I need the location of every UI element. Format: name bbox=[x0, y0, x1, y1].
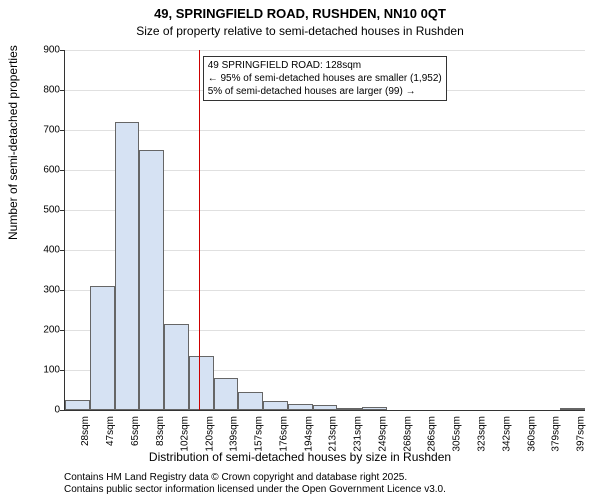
histogram-bar bbox=[238, 392, 263, 410]
histogram-bar bbox=[214, 378, 239, 410]
y-tick-label: 800 bbox=[43, 85, 60, 96]
x-tick-label: 305sqm bbox=[452, 416, 463, 452]
x-tick-label: 397sqm bbox=[576, 416, 587, 452]
y-tick-mark bbox=[60, 330, 64, 331]
y-tick-label: 400 bbox=[43, 245, 60, 256]
y-tick-label: 700 bbox=[43, 125, 60, 136]
chart-title: 49, SPRINGFIELD ROAD, RUSHDEN, NN10 0QT bbox=[0, 6, 600, 21]
gridline-h bbox=[65, 130, 585, 131]
y-axis-label: Number of semi-detached properties bbox=[6, 45, 20, 240]
attribution-text: Contains HM Land Registry data © Crown c… bbox=[64, 472, 446, 496]
x-tick-label: 176sqm bbox=[278, 416, 289, 452]
x-tick-label: 342sqm bbox=[501, 416, 512, 452]
chart-container: 49, SPRINGFIELD ROAD, RUSHDEN, NN10 0QT … bbox=[0, 0, 600, 500]
histogram-bar bbox=[288, 404, 313, 410]
histogram-bar bbox=[337, 408, 362, 410]
histogram-bar bbox=[90, 286, 115, 410]
x-tick-label: 360sqm bbox=[526, 416, 537, 452]
plot-area: 49 SPRINGFIELD ROAD: 128sqm← 95% of semi… bbox=[64, 50, 585, 411]
histogram-bar bbox=[139, 150, 164, 410]
x-tick-label: 139sqm bbox=[229, 416, 240, 452]
x-tick-label: 47sqm bbox=[105, 416, 116, 446]
x-tick-label: 102sqm bbox=[179, 416, 190, 452]
histogram-bar bbox=[189, 356, 214, 410]
y-tick-label: 200 bbox=[43, 325, 60, 336]
y-tick-label: 600 bbox=[43, 165, 60, 176]
histogram-bar bbox=[362, 407, 387, 410]
annotation-line3: 5% of semi-detached houses are larger (9… bbox=[208, 85, 442, 98]
annotation-line1: 49 SPRINGFIELD ROAD: 128sqm bbox=[208, 59, 442, 72]
histogram-bar bbox=[115, 122, 140, 410]
y-tick-mark bbox=[60, 410, 64, 411]
x-tick-label: 231sqm bbox=[353, 416, 364, 452]
y-tick-label: 900 bbox=[43, 45, 60, 56]
x-tick-label: 120sqm bbox=[204, 416, 215, 452]
x-tick-label: 286sqm bbox=[427, 416, 438, 452]
y-tick-label: 500 bbox=[43, 205, 60, 216]
y-tick-mark bbox=[60, 170, 64, 171]
y-tick-label: 300 bbox=[43, 285, 60, 296]
x-tick-label: 194sqm bbox=[303, 416, 314, 452]
x-tick-label: 268sqm bbox=[402, 416, 413, 452]
gridline-h bbox=[65, 50, 585, 51]
x-tick-label: 83sqm bbox=[155, 416, 166, 446]
y-tick-mark bbox=[60, 130, 64, 131]
x-tick-label: 249sqm bbox=[378, 416, 389, 452]
y-tick-mark bbox=[60, 250, 64, 251]
histogram-bar bbox=[263, 401, 288, 410]
x-tick-label: 65sqm bbox=[130, 416, 141, 446]
annotation-line2: ← 95% of semi-detached houses are smalle… bbox=[208, 72, 442, 85]
y-tick-mark bbox=[60, 210, 64, 211]
x-tick-label: 323sqm bbox=[477, 416, 488, 452]
y-tick-mark bbox=[60, 50, 64, 51]
y-tick-mark bbox=[60, 290, 64, 291]
histogram-bar bbox=[65, 400, 90, 410]
histogram-bar bbox=[313, 405, 338, 410]
x-axis-label: Distribution of semi-detached houses by … bbox=[0, 450, 600, 464]
chart-subtitle: Size of property relative to semi-detach… bbox=[0, 24, 600, 38]
annotation-box: 49 SPRINGFIELD ROAD: 128sqm← 95% of semi… bbox=[203, 56, 447, 101]
histogram-bar bbox=[164, 324, 189, 410]
y-tick-mark bbox=[60, 370, 64, 371]
attribution-line2: Contains public sector information licen… bbox=[64, 484, 446, 496]
x-tick-label: 28sqm bbox=[80, 416, 91, 446]
y-tick-label: 100 bbox=[43, 365, 60, 376]
reference-line bbox=[199, 50, 200, 410]
y-tick-mark bbox=[60, 90, 64, 91]
x-tick-label: 213sqm bbox=[328, 416, 339, 452]
x-tick-label: 157sqm bbox=[254, 416, 265, 452]
x-tick-label: 379sqm bbox=[551, 416, 562, 452]
attribution-line1: Contains HM Land Registry data © Crown c… bbox=[64, 472, 446, 484]
histogram-bar bbox=[560, 408, 585, 410]
